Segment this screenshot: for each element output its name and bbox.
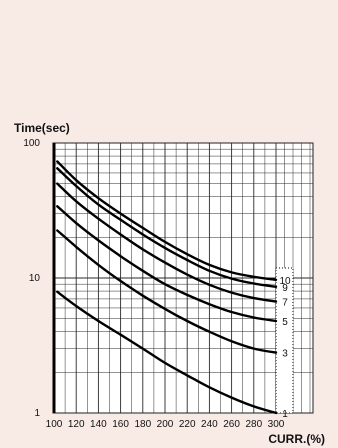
curve-label-box	[275, 267, 294, 414]
x-tick-label: 140	[90, 419, 107, 430]
x-tick-label: 300	[268, 419, 285, 430]
x-tick-label: 180	[134, 419, 151, 430]
curve-1	[56, 290, 278, 415]
x-axis-title: CURR.(%)	[268, 432, 325, 446]
x-tick-label: 220	[179, 419, 196, 430]
x-tick-labels: 100 120 140 160 180 200 220 240 260 280 300	[46, 419, 285, 430]
x-tick-label: 100	[46, 419, 63, 430]
x-tick-label: 240	[201, 419, 218, 430]
curve-7	[56, 182, 278, 303]
x-tick-label: 120	[68, 419, 85, 430]
x-tick-label: 200	[157, 419, 174, 430]
x-tick-label: 160	[112, 419, 129, 430]
x-tick-label: 280	[245, 419, 262, 430]
y-tick-labels: 1 10 100	[23, 138, 40, 419]
curve-label: 3	[282, 349, 288, 360]
curve-label: 9	[282, 283, 288, 294]
curves	[56, 160, 278, 415]
curve-label: 7	[282, 297, 288, 308]
curve-labels: 109 7 5 3 1	[279, 276, 291, 420]
curve-9	[56, 167, 278, 288]
y-axis-title: Time(sec)	[14, 121, 70, 135]
curve-10	[56, 160, 278, 281]
y-tick-label: 1	[34, 408, 40, 419]
curve-5	[56, 205, 278, 323]
curve-label: 5	[282, 317, 288, 328]
y-tick-label: 100	[23, 138, 40, 149]
x-tick-label: 260	[223, 419, 240, 430]
curve-3	[56, 229, 278, 354]
curve-label: 10	[279, 276, 291, 287]
y-tick-label: 10	[29, 273, 41, 284]
curve-label: 1	[282, 409, 288, 420]
